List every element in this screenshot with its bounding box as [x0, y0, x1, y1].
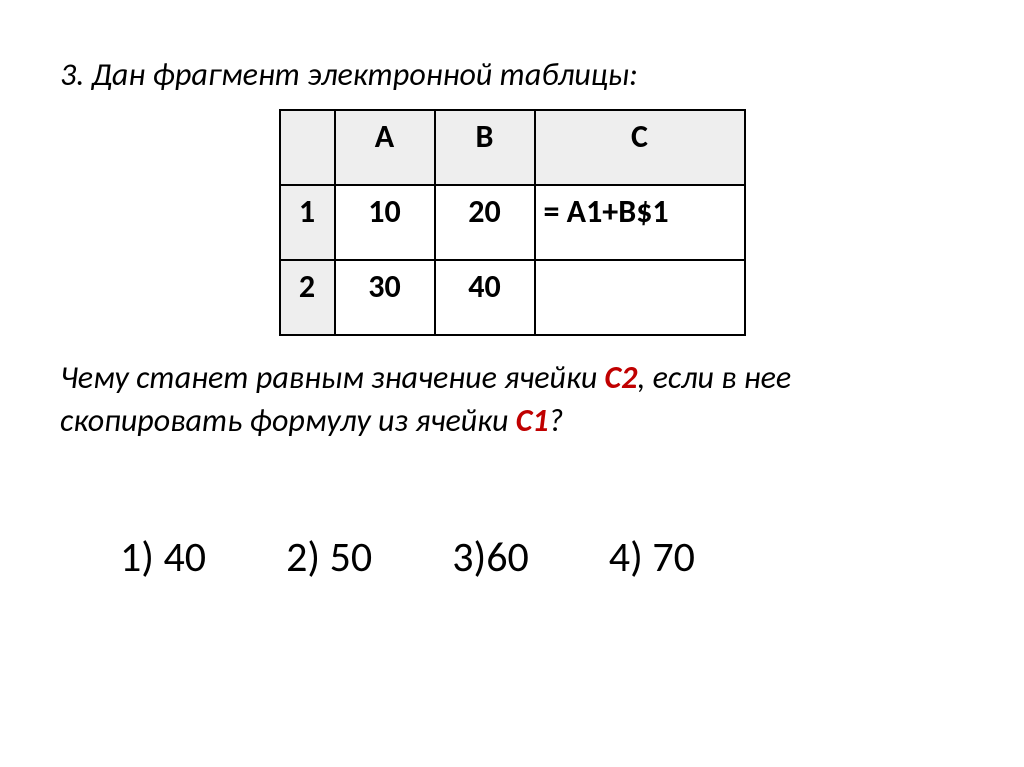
prompt-text: Чему станет равным значение ячейки [60, 358, 605, 397]
question-prompt-line1: 3. Дан фрагмент электронной таблицы: [60, 55, 964, 94]
answer-options: 1) 40 2) 50 3)60 4) 70 [60, 532, 964, 583]
table-row: 2 30 40 [280, 260, 745, 335]
cell-c1: = A1+B$1 [535, 185, 745, 260]
cell-c2 [535, 260, 745, 335]
row-header-1: 1 [280, 185, 335, 260]
table-corner-cell [280, 110, 335, 185]
row-header-2: 2 [280, 260, 335, 335]
prompt-text: ? [549, 401, 564, 440]
answer-option-3[interactable]: 3)60 [452, 532, 529, 583]
answer-option-2[interactable]: 2) 50 [286, 532, 372, 583]
cell-ref-c1: С1 [516, 401, 549, 440]
spreadsheet-table-wrap: А В С 1 10 20 = A1+B$1 2 30 40 [60, 109, 964, 336]
table-row: 1 10 20 = A1+B$1 [280, 185, 745, 260]
cell-a2: 30 [335, 260, 435, 335]
col-header-c: С [535, 110, 745, 185]
cell-b1: 20 [435, 185, 535, 260]
spreadsheet-table: А В С 1 10 20 = A1+B$1 2 30 40 [279, 109, 746, 336]
cell-b2: 40 [435, 260, 535, 335]
cell-a1: 10 [335, 185, 435, 260]
answer-option-4[interactable]: 4) 70 [609, 532, 695, 583]
table-header-row: А В С [280, 110, 745, 185]
cell-ref-c2: С2 [605, 358, 638, 397]
col-header-a: А [335, 110, 435, 185]
answer-option-1[interactable]: 1) 40 [120, 532, 206, 583]
question-prompt-line2: Чему станет равным значение ячейки С2, е… [60, 356, 964, 442]
col-header-b: В [435, 110, 535, 185]
